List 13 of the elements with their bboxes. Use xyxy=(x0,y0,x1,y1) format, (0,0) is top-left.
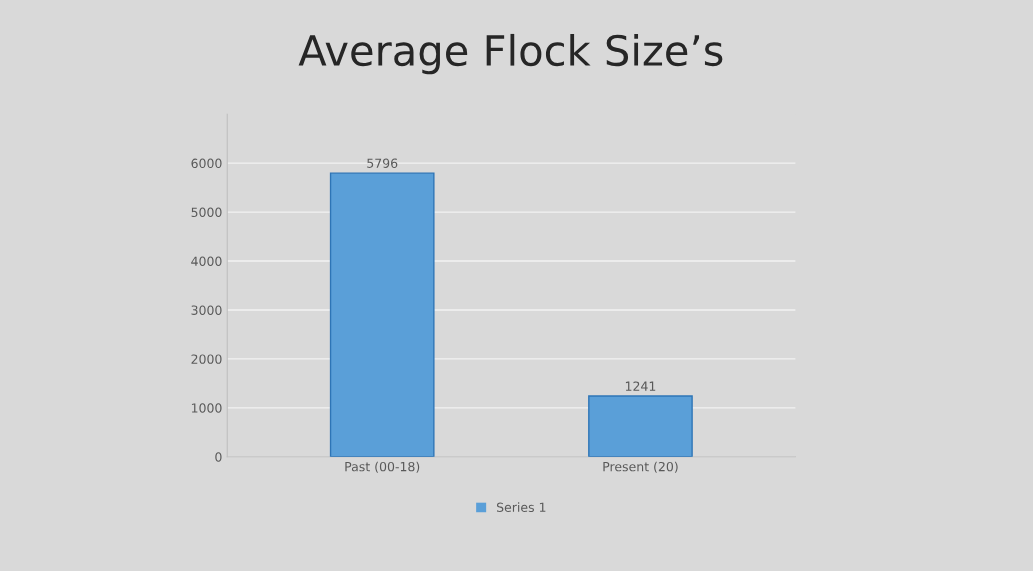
y-tick-label: 4000 xyxy=(191,256,222,266)
x-tick-label: Past (00-18) xyxy=(345,461,420,473)
y-tick-label: 2000 xyxy=(191,354,222,364)
data-label: 1241 xyxy=(625,381,656,391)
legend-label: Series 1 xyxy=(496,502,546,512)
y-tick-label: 0 xyxy=(215,452,222,462)
y-tick-label: 1000 xyxy=(191,403,222,413)
y-tick-label: 6000 xyxy=(191,158,222,169)
data-label: 5796 xyxy=(367,158,398,168)
x-tick-label: Present (20) xyxy=(603,461,678,473)
y-tick-label: 5000 xyxy=(191,207,222,218)
chart-title: Average Flock Size’s xyxy=(298,33,723,75)
y-tick-label: 3000 xyxy=(191,305,222,315)
